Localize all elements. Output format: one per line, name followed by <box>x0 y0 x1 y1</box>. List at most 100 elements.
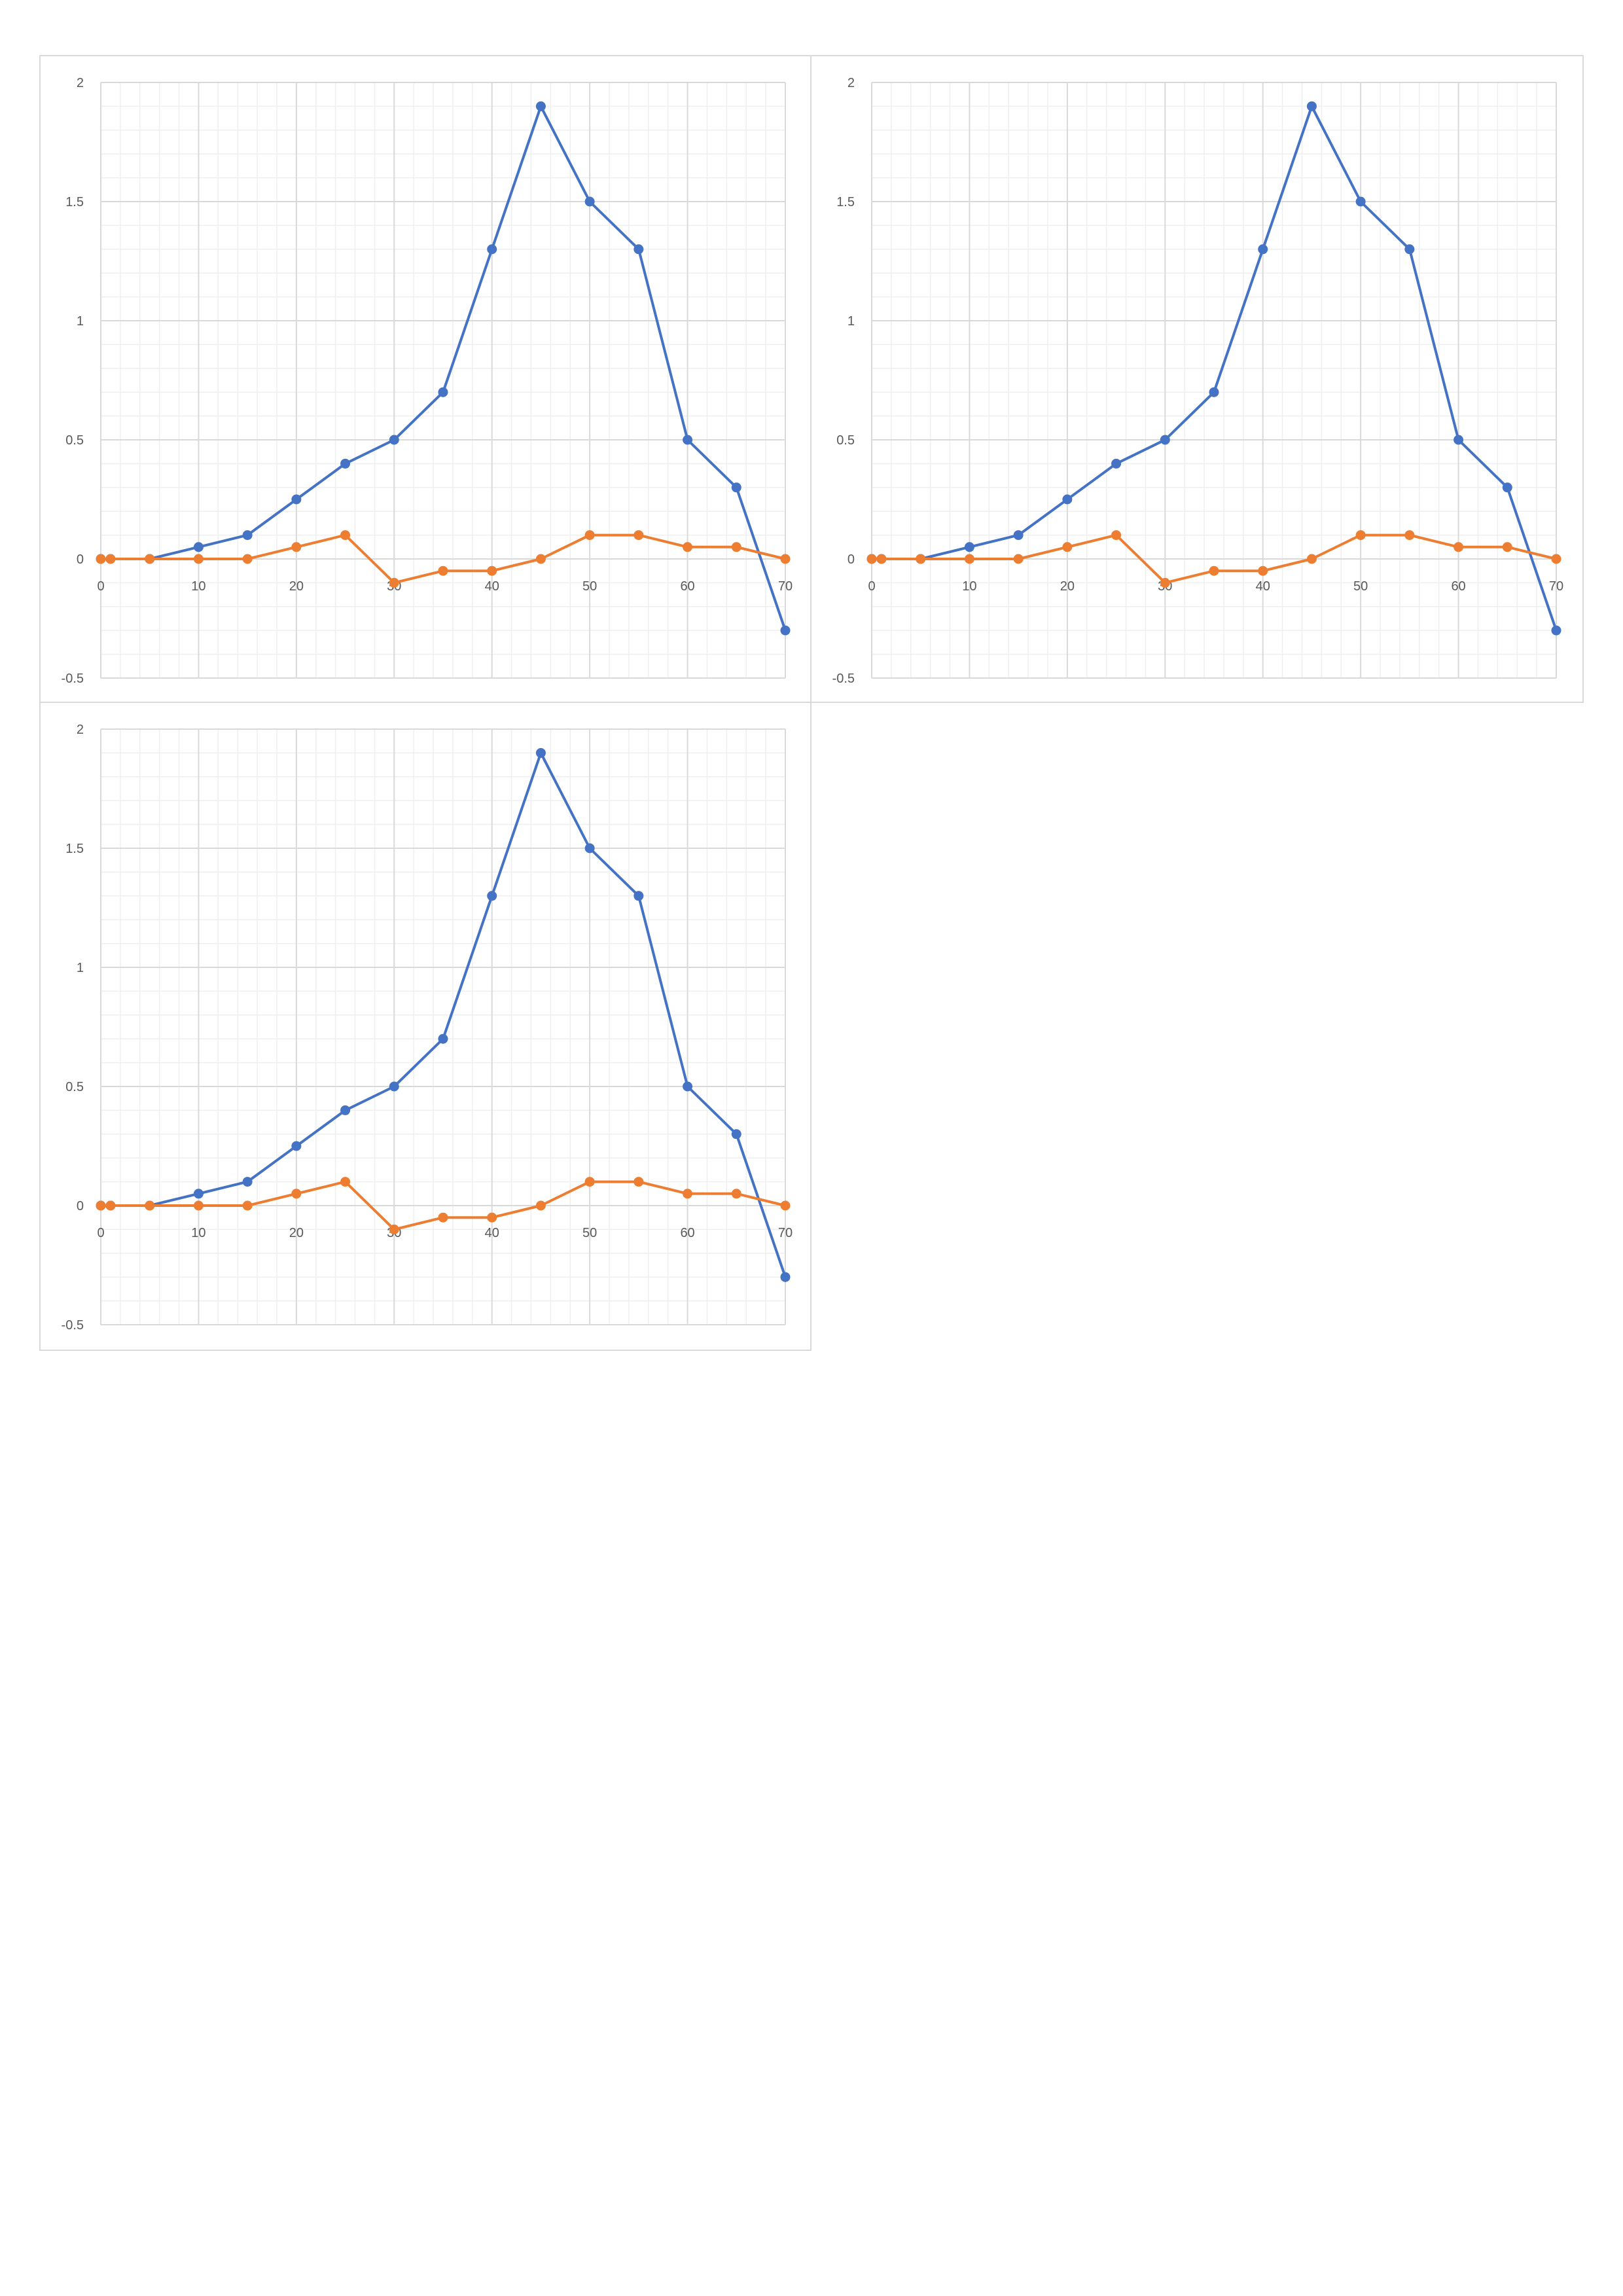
chart-2-series-2-point <box>866 554 877 564</box>
chart-2-x-tick-label: 40 <box>1256 579 1270 594</box>
chart-1-series-2-point <box>535 554 546 564</box>
chart-1-series-2-point <box>584 530 595 541</box>
chart-2-series-2-point <box>964 554 974 564</box>
chart-3-series-1-point <box>438 1033 448 1044</box>
chart-3-x-tick-label: 40 <box>485 1226 499 1240</box>
chart-1-series-2-point <box>438 565 448 576</box>
chart-3-y-tick-label: -0.5 <box>62 1318 84 1333</box>
chart-2-series-1-point <box>1013 530 1024 541</box>
chart-2-series-2-point <box>1355 530 1366 541</box>
chart-2-series-1-point <box>1404 244 1415 255</box>
chart-2-series-1-point <box>1454 435 1464 445</box>
chart-2-series-2-point <box>1111 530 1122 541</box>
chart-2-x-tick-label: 20 <box>1060 579 1075 594</box>
chart-1-y-tick-label: 2 <box>77 76 84 90</box>
chart-1-svg: 21.510.50-0.5010203040506070 <box>62 76 793 686</box>
chart-1-series-1-point <box>731 482 741 493</box>
chart-2-series-1-line <box>872 105 1558 631</box>
chart-3-x-tick-label: 70 <box>778 1226 793 1240</box>
chart-3-series-2-point <box>731 1189 741 1199</box>
chart-2-series-2-point <box>916 554 926 564</box>
chart-2-series-2-point <box>876 554 887 564</box>
chart-2-series-2-point <box>1502 542 1512 552</box>
chart-2-series-1-point <box>1062 494 1073 505</box>
chart-2-y-tick-label: 0 <box>847 552 855 567</box>
chart-2-y-tick-label: 1 <box>847 314 855 329</box>
chart-2-y-tick-label: -0.5 <box>832 672 855 686</box>
chart-1-series-1-point <box>389 435 399 445</box>
chart-3-series-2-point <box>105 1200 116 1211</box>
chart-3-series-1-point <box>193 1189 204 1199</box>
chart-1-series-1-point <box>780 625 791 636</box>
chart-3-series-2-point <box>242 1200 253 1211</box>
chart-2-y-tick-label: 1.5 <box>836 195 855 209</box>
chart-1-series-1-point <box>535 101 546 111</box>
chart-3-series-2-point <box>487 1212 497 1223</box>
chart-3-series-2-point <box>291 1189 302 1199</box>
chart-1-series-2-point <box>340 530 351 541</box>
chart-2-series-1-point <box>1551 625 1561 636</box>
chart-3-series-1-point <box>731 1129 741 1139</box>
chart-1-series-1-line <box>101 105 787 631</box>
chart-2-x-tick-label: 70 <box>1549 579 1563 594</box>
chart-2-series-2-point <box>1404 530 1415 541</box>
chart-3-series-1-point <box>487 891 497 901</box>
chart-3-y-tick-label: 0.5 <box>65 1080 84 1094</box>
chart-1-series-1-point <box>487 244 497 255</box>
chart-1-series-2-point <box>291 542 302 552</box>
chart-1-x-tick-label: 40 <box>485 579 499 594</box>
chart-1-series-2-point <box>780 554 791 564</box>
chart-2-series-2-point <box>1258 565 1268 576</box>
chart-1-y-tick-label: -0.5 <box>62 672 84 686</box>
chart-1-series-1-point <box>340 458 351 469</box>
chart-2-series-2-point <box>1209 565 1219 576</box>
chart-3-series-2-point <box>438 1212 448 1223</box>
chart-1-series-2-point <box>487 565 497 576</box>
chart-2-major-grid <box>871 82 1557 679</box>
chart-3-series-1-point <box>584 843 595 853</box>
chart-3-y-tick-label: 0 <box>77 1199 84 1213</box>
chart-1-series-2-point <box>389 577 399 588</box>
chart-1-series-2-point <box>145 554 155 564</box>
chart-3-series-2-point <box>193 1200 204 1211</box>
chart-1-y-tick-label: 0.5 <box>65 433 84 448</box>
chart-3-x-tick-label: 60 <box>680 1226 694 1240</box>
chart-3-y-tick-label: 1 <box>77 961 84 975</box>
chart-3-x-tick-label: 50 <box>582 1226 597 1240</box>
chart-1-y-tick-label: 0 <box>77 552 84 567</box>
chart-2-series-1-point <box>964 542 974 552</box>
chart-3-series-1-line <box>101 751 787 1278</box>
chart-3-series-1-point <box>242 1177 253 1187</box>
chart-2-x-tick-label: 10 <box>962 579 976 594</box>
chart-3-y-tick-label: 1.5 <box>65 842 84 856</box>
chart-2-series-2-point <box>1062 542 1073 552</box>
chart-panel-2: 21.510.50-0.5010203040506070 <box>812 55 1584 703</box>
chart-1-y-tick-label: 1.5 <box>65 195 84 209</box>
chart-2-x-tick-label: 50 <box>1353 579 1368 594</box>
chart-1-x-tick-label: 70 <box>778 579 793 594</box>
chart-3-series-2-point <box>96 1200 106 1211</box>
chart-panel-3: 21.510.50-0.5010203040506070 <box>39 703 812 1351</box>
chart-2-series-1-point <box>1258 244 1268 255</box>
chart-1-series-1-point <box>633 244 644 255</box>
chart-3-series-1-point <box>291 1141 302 1151</box>
chart-1-series-1-point <box>438 387 448 397</box>
chart-2-series-1-point <box>1160 435 1170 445</box>
chart-3-x-tick-label: 10 <box>191 1226 205 1240</box>
chart-1-series-2-point <box>96 554 106 564</box>
chart-2-svg: 21.510.50-0.5010203040506070 <box>832 76 1564 686</box>
chart-1-series-1-point <box>242 530 253 541</box>
chart-1-series-2-line <box>101 533 786 584</box>
chart-2-series-1-point <box>1111 458 1122 469</box>
chart-2-series-1-point <box>1209 387 1219 397</box>
chart-3-series-1-point <box>683 1081 693 1092</box>
chart-3-y-tick-label: 2 <box>77 723 84 737</box>
chart-3-series-1-point <box>633 891 644 901</box>
chart-2-series-2-point <box>1454 542 1464 552</box>
chart-3-series-2-line <box>101 1180 786 1231</box>
chart-2-series-1-point <box>1355 196 1366 207</box>
chart-3-series-2-point <box>145 1200 155 1211</box>
chart-2-y-tick-label: 0.5 <box>836 433 855 448</box>
chart-1-series-2-point <box>633 530 644 541</box>
chart-2-series-2-point <box>1013 554 1024 564</box>
